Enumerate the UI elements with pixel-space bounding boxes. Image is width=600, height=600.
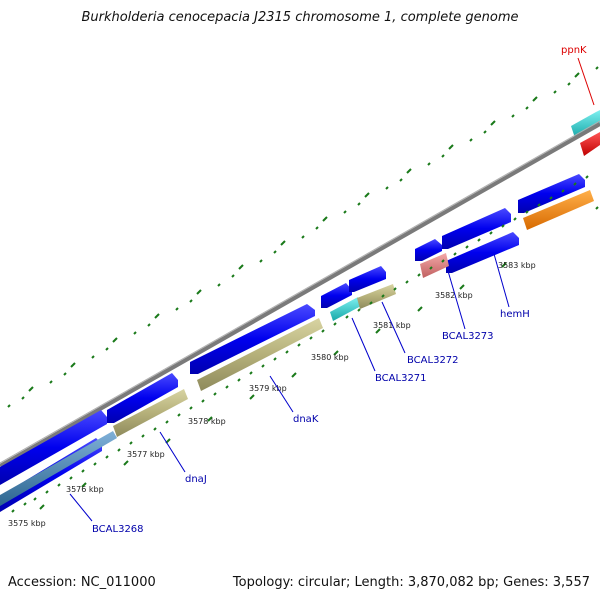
tick-label: 3581 kbp <box>373 321 411 330</box>
gene-labels: BCAL3268 dnaJ dnaK BCAL3271 BCAL3272 BCA… <box>92 309 530 535</box>
cds-arrow[interactable] <box>107 373 178 423</box>
gene-bar[interactable] <box>0 431 117 506</box>
map-title: Burkholderia cenocepacia J2315 chromosom… <box>81 10 519 25</box>
gene-label-BCAL3272[interactable]: BCAL3272 <box>407 355 459 366</box>
cds-arrow[interactable] <box>349 266 386 292</box>
tick-label: 3575 kbp <box>8 519 46 528</box>
tick-label: 3580 kbp <box>311 353 349 362</box>
tick-label: 3583 kbp <box>498 261 536 270</box>
gene-label-BCAL3273[interactable]: BCAL3273 <box>442 331 494 342</box>
gene-label-hemH[interactable]: hemH <box>500 309 530 320</box>
gene-bar[interactable] <box>330 297 361 321</box>
cds-arrow[interactable] <box>321 283 352 308</box>
tick-label: 3578 kbp <box>188 417 226 426</box>
gene-bar[interactable] <box>523 190 594 230</box>
gene-label-dnaJ[interactable]: dnaJ <box>185 474 207 485</box>
tick-label: 3582 kbp <box>435 291 473 300</box>
gene-bar[interactable] <box>420 253 449 278</box>
gene-leader-lines <box>69 253 510 522</box>
genome-summary-text: Topology: circular; Length: 3,870,082 bp… <box>232 575 590 590</box>
cds-arrow[interactable] <box>446 232 519 273</box>
cds-arrow[interactable] <box>0 410 107 485</box>
genome-backbone <box>0 120 600 468</box>
cds-arrow[interactable] <box>415 239 442 261</box>
tick-label: 3576 kbp <box>66 485 104 494</box>
cds-arrow[interactable] <box>518 174 585 213</box>
gene-features <box>0 190 594 506</box>
gene-label-dnaK[interactable]: dnaK <box>293 414 319 425</box>
gene-label-BCAL3268[interactable]: BCAL3268 <box>92 524 144 535</box>
outer-tick-ring <box>7 66 599 408</box>
tick-label: 3577 kbp <box>127 450 165 459</box>
cds-arrow[interactable] <box>190 304 315 374</box>
gene-bar[interactable] <box>357 284 396 309</box>
gene-bar[interactable] <box>113 389 188 437</box>
tick-label: 3579 kbp <box>249 384 287 393</box>
gene-label-BCAL3271[interactable]: BCAL3271 <box>375 373 427 384</box>
ppnK-leader-line <box>577 57 595 106</box>
gene-bar[interactable] <box>197 318 323 391</box>
ppnK-label: ppnK <box>561 45 587 56</box>
accession-text: Accession: NC_011000 <box>8 575 156 590</box>
cds-arrow[interactable] <box>442 208 511 249</box>
gene-ppnK[interactable] <box>571 110 600 156</box>
inner-tick-ring <box>11 175 599 513</box>
scale-labels: 3575 kbp 3576 kbp 3577 kbp 3578 kbp 3579… <box>8 261 536 528</box>
